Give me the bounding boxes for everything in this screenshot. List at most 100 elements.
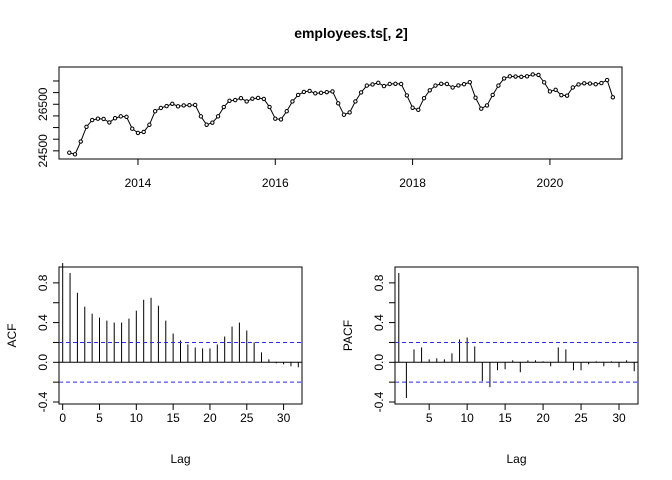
employees-point (210, 120, 215, 125)
employees-point (301, 89, 307, 95)
pacf-x-tick-label: 5 (426, 411, 433, 425)
time-series-x-tick-label: 2018 (399, 176, 426, 190)
employees-point (215, 114, 221, 119)
employees-point (175, 104, 181, 109)
acf-x-tick-label: 0 (59, 411, 66, 425)
employees-series (67, 72, 616, 157)
employees-point (484, 103, 490, 108)
employees-point (278, 117, 284, 122)
employees-point (255, 95, 261, 101)
employees-point (587, 81, 593, 86)
employees-point (519, 74, 524, 79)
employees-point (507, 74, 513, 79)
time-series-x-tick-label: 2016 (262, 176, 289, 190)
employees-point (381, 83, 387, 89)
employees-point (250, 96, 255, 101)
pacf-confidence-bands (395, 341, 638, 383)
pacf-plot-box (394, 266, 639, 405)
pacf-y-tick-label: 0.4 (372, 314, 386, 331)
employees-point (541, 80, 547, 85)
employees-point (473, 95, 478, 100)
acf-y-axis: -0.4 0.0 0.4 0.8 (36, 274, 60, 412)
acf-plot-box (58, 266, 303, 405)
employees-point (513, 74, 518, 79)
employees-point (267, 104, 272, 110)
acf-x-tick-label: 15 (166, 411, 180, 425)
acf-bars (59, 263, 302, 368)
employees-point (410, 105, 415, 110)
employees-point (233, 97, 238, 103)
employees-point (427, 88, 432, 93)
employees-point (164, 103, 169, 109)
employees-point (324, 89, 329, 95)
time-series-x-tick-label: 2020 (537, 176, 564, 190)
employees-point (387, 81, 392, 87)
employees-point (130, 126, 135, 131)
employees-point (336, 101, 341, 106)
employees-line (69, 73, 614, 155)
employees-point (576, 82, 581, 87)
employees-point (604, 77, 610, 83)
acf-x-axis: 0 5 10 15 20 25 30 (59, 403, 291, 425)
employees-point (158, 105, 164, 111)
pacf-x-tick-label: 20 (536, 411, 550, 425)
employees-point (564, 93, 570, 98)
employees-point (181, 103, 186, 108)
employees-point (553, 87, 558, 93)
employees-point (467, 79, 473, 85)
pacf-y-tick-label: 0.0 (372, 354, 386, 371)
pacf-y-axis-label: PACF (341, 320, 355, 351)
employees-point (84, 124, 89, 130)
acf-panel: -0.4 0.0 0.4 0.8 0 5 10 15 20 25 30 Lag ACF (5, 263, 303, 466)
employees-point (204, 122, 209, 127)
employees-point (461, 82, 467, 87)
employees-point (78, 139, 83, 144)
acf-x-tick-label: 25 (240, 411, 254, 425)
employees-point (221, 104, 226, 110)
employees-point (353, 99, 358, 104)
acf-y-tick-label: 0.0 (36, 354, 50, 371)
employees-point (290, 99, 295, 104)
acf-y-tick-label: 0.4 (36, 314, 50, 331)
employees-point (227, 98, 232, 103)
employees-point (187, 103, 192, 108)
pacf-x-tick-label: 30 (612, 411, 626, 425)
employees-point (307, 88, 312, 94)
chart-title: employees.ts[, 2] (294, 25, 408, 41)
employees-point (376, 80, 381, 86)
pacf-y-tick-label: 0.8 (372, 274, 386, 291)
pacf-x-axis: 5 10 15 20 25 30 (426, 403, 626, 425)
employees-point (141, 129, 146, 135)
employees-point (284, 109, 289, 114)
employees-point (192, 102, 198, 108)
acf-y-axis-label: ACF (5, 324, 19, 348)
employees-point (416, 107, 421, 113)
employees-point (393, 81, 398, 86)
employees-point (479, 106, 484, 111)
employees-point (358, 90, 364, 95)
employees-point (496, 83, 501, 88)
acf-y-tick-label: -0.4 (36, 391, 50, 412)
employees-point (524, 74, 530, 79)
employees-point (593, 82, 598, 87)
employees-point (341, 112, 347, 117)
pacf-bars (395, 272, 638, 399)
time-series-y-tick-label: 26500 (36, 87, 50, 121)
employees-point (599, 80, 604, 86)
acf-x-tick-label: 30 (277, 411, 291, 425)
employees-point (261, 96, 267, 102)
employees-point (89, 117, 95, 123)
pacf-x-tick-label: 25 (574, 411, 588, 425)
employees-point (135, 130, 141, 136)
employees-point (439, 81, 444, 86)
employees-point (295, 92, 301, 98)
employees-point (450, 85, 455, 90)
acf-y-tick-label: 0.8 (36, 274, 50, 291)
employees-point (433, 83, 438, 88)
employees-point (330, 89, 335, 94)
employees-point (490, 92, 495, 98)
employees-point (582, 81, 587, 86)
employees-point (112, 116, 118, 121)
employees-point (501, 76, 507, 81)
employees-point (364, 83, 370, 88)
